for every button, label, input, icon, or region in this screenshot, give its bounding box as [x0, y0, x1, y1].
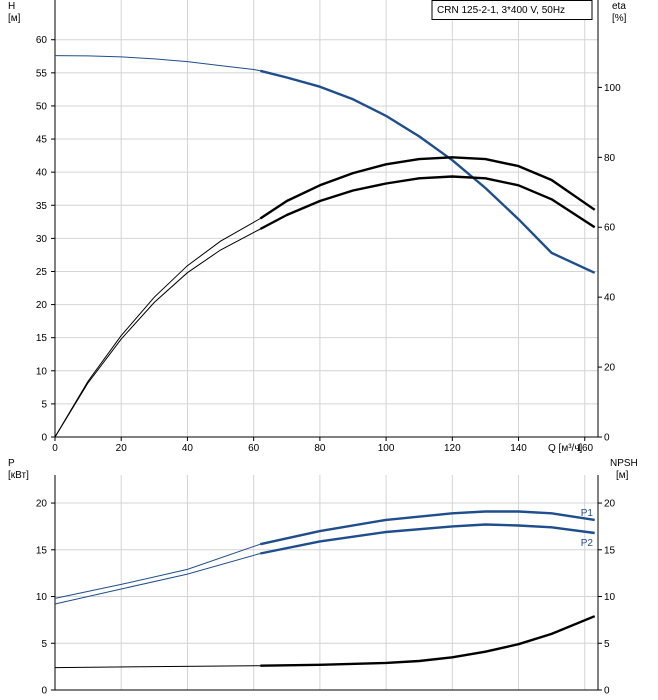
y-left-unit: [кВт] — [8, 470, 29, 481]
y-right-label: NPSH — [610, 458, 638, 469]
curve-npsh — [260, 615, 596, 667]
curve-h — [260, 69, 596, 274]
y-left-tick-label: 50 — [36, 101, 48, 112]
y-left-tick-label: 30 — [36, 234, 48, 245]
top-panel: 0 5 10 15 20 25 30 35 40 45 50 55 60 0 20 40 60 80 100 0 20 4… — [8, 0, 627, 454]
y-left-tick-label: 5 — [41, 399, 47, 410]
curve-p2 — [260, 523, 595, 555]
y-right-tick-label: 20 — [604, 499, 616, 510]
y-left-label: P — [8, 458, 15, 469]
bottom-panel: 0 5 10 15 20 0 5 10 15 20 P[кВт] NPSH[м] P1 P2 — [8, 458, 638, 697]
y-left-tick-label: 20 — [36, 499, 48, 510]
y-left-tick-label: 40 — [36, 168, 48, 179]
y-left-tick-label: 5 — [41, 639, 47, 650]
curve-p2-extrapolated — [54, 553, 261, 605]
x-tick-label: 20 — [116, 443, 128, 454]
y-right-unit: [м] — [616, 470, 629, 481]
curve-npsh-extrapolated — [54, 665, 261, 669]
y-left-tick-label: 15 — [36, 333, 48, 344]
x-tick-label: 120 — [444, 443, 461, 454]
y-right-tick-label: 15 — [604, 545, 616, 556]
y-right-tick-label: 80 — [604, 153, 616, 164]
curve-eta_hydraulic-extrapolated — [54, 228, 261, 438]
y-right-label: eta — [612, 1, 626, 12]
series-label-p2: P2 — [581, 538, 594, 549]
x-tick-label: 0 — [52, 443, 58, 454]
x-axis-label: Q [м³/ч] — [548, 443, 583, 454]
y-right-tick-label: 0 — [604, 433, 610, 444]
y-left-tick-label: 0 — [41, 686, 47, 697]
curve-eta_total — [259, 156, 596, 220]
x-tick-label: 40 — [182, 443, 194, 454]
y-left-label: H — [8, 1, 15, 12]
y-left-tick-label: 45 — [36, 135, 48, 146]
curve-eta_total-extrapolated — [54, 218, 261, 438]
y-left-tick-label: 15 — [36, 545, 48, 556]
x-tick-label: 100 — [378, 443, 395, 454]
y-right-tick-label: 40 — [604, 293, 616, 304]
series-label-p1: P1 — [581, 508, 594, 519]
y-right-tick-label: 10 — [604, 592, 616, 603]
y-left-tick-label: 10 — [36, 592, 48, 603]
curve-p1 — [260, 510, 595, 546]
y-left-tick-label: 10 — [36, 366, 48, 377]
y-left-tick-label: 20 — [36, 300, 48, 311]
y-left-tick-label: 55 — [36, 68, 48, 79]
y-right-tick-label: 5 — [604, 639, 610, 650]
x-tick-label: 140 — [510, 443, 527, 454]
curve-h-extrapolated — [54, 55, 261, 72]
curve-eta_hydraulic — [259, 175, 596, 231]
y-left-unit: [м] — [8, 13, 21, 24]
chart-title: CRN 125-2-1, 3*400 V, 50Hz — [437, 5, 565, 16]
legend-box — [431, 0, 593, 20]
y-right-tick-label: 100 — [604, 83, 621, 94]
x-tick-label: 60 — [248, 443, 260, 454]
y-left-tick-label: 35 — [36, 201, 48, 212]
y-left-tick-label: 60 — [36, 35, 48, 46]
y-left-tick-label: 0 — [41, 433, 47, 444]
y-right-tick-label: 60 — [604, 223, 616, 234]
y-right-tick-label: 20 — [604, 363, 616, 374]
y-right-unit: [%] — [612, 13, 627, 24]
x-tick-label: 160 — [576, 443, 593, 454]
y-right-tick-label: 0 — [604, 686, 610, 697]
curve-p1-extrapolated — [54, 543, 261, 599]
y-left-tick-label: 25 — [36, 267, 48, 278]
x-tick-label: 80 — [314, 443, 326, 454]
